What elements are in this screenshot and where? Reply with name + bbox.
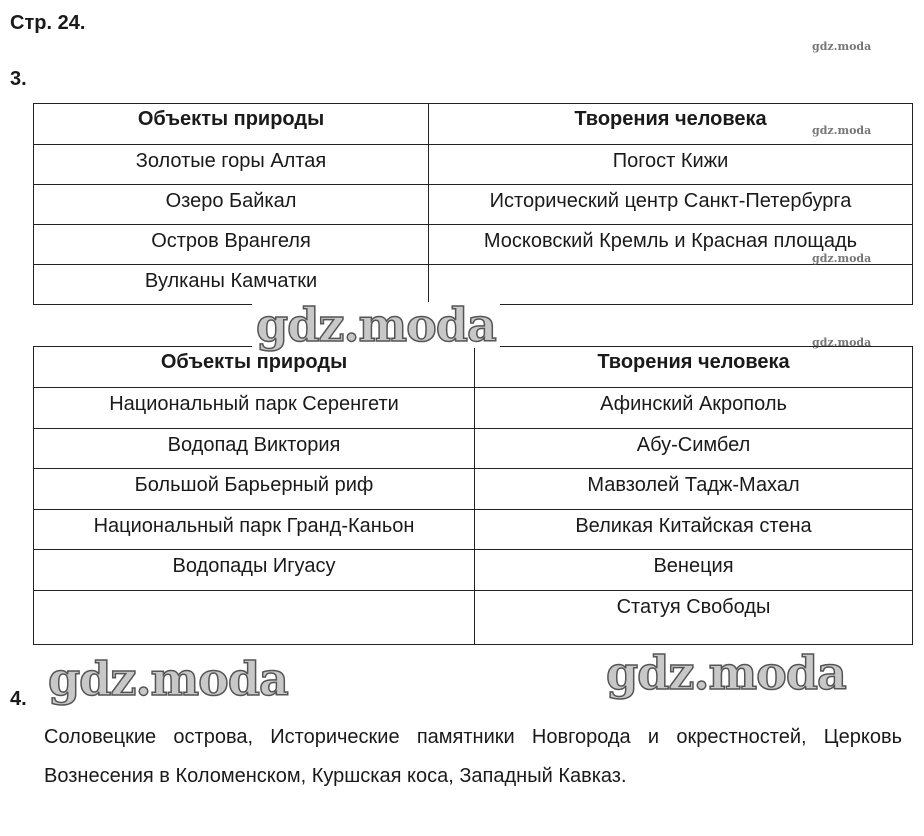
table-row: Озеро Байкал Исторический центр Санкт-Пет… <box>33 184 913 225</box>
header-human: Творения человека <box>474 346 913 388</box>
task-3-number: 3. <box>10 68 27 90</box>
table-header-row: Объекты природы Творения человека <box>33 103 913 145</box>
cell: Золотые горы Алтая <box>33 144 429 185</box>
cell: Водопады Игуасу <box>33 549 475 591</box>
cell: Озеро Байкал <box>33 184 429 225</box>
cell <box>33 589 475 645</box>
watermark: gdz.moda <box>812 40 872 53</box>
cell: Национальный парк Гранд-Каньон <box>33 508 475 550</box>
cell: Исторический центр Санкт-Петербурга <box>428 184 913 225</box>
table-row: Национальный парк Гранд-Каньон Великая Ки… <box>33 508 913 550</box>
cell: Национальный парк Серенгети <box>33 387 475 429</box>
header-human: Творения человека <box>428 103 913 145</box>
watermark: gdz.moda <box>812 252 872 265</box>
table-row: Остров Врангеля Московский Кремль и Красн… <box>33 224 913 265</box>
cell: Большой Барьерный риф <box>33 468 475 510</box>
cell: Московский Кремль и Красная площадь <box>428 224 913 265</box>
cell: Мавзолей Тадж-Махал <box>474 468 913 510</box>
page-label: Стр. 24. <box>10 12 86 34</box>
task-4-number: 4. <box>10 688 27 710</box>
header-nature: Объекты природы <box>33 346 475 388</box>
cell: Венеция <box>474 549 913 591</box>
cell: Остров Врангеля <box>33 224 429 265</box>
table-row: Водопад Виктория Абу-Симбел <box>33 427 913 469</box>
table-row: Золотые горы Алтая Погост Кижи <box>33 144 913 185</box>
cell: Абу-Симбел <box>474 427 913 469</box>
cell <box>428 264 913 305</box>
cell: Великая Китайская стена <box>474 508 913 550</box>
table-row: Статуя Свободы <box>33 589 913 645</box>
cell: Афинский Акрополь <box>474 387 913 429</box>
table-row: Вулканы Камчатки <box>33 264 913 305</box>
cell: Водопад Виктория <box>33 427 475 469</box>
watermark: gdz.moda <box>812 124 872 137</box>
table-row: Национальный парк Серенгети Афинский Акро… <box>33 387 913 429</box>
table-header-row: Объекты природы Творения человека <box>33 346 913 388</box>
table-row: Водопады Игуасу Венеция <box>33 549 913 591</box>
table-1: Объекты природы Творения человека Золоты… <box>33 103 913 305</box>
table-2: Объекты природы Творения человека Национ… <box>33 346 913 645</box>
cell: Статуя Свободы <box>474 589 913 645</box>
watermark: gdz.moda <box>812 336 872 349</box>
table-row: Большой Барьерный риф Мавзолей Тадж-Махал <box>33 468 913 510</box>
watermark-logo: gdz.moda <box>252 301 500 349</box>
header-nature: Объекты природы <box>33 103 429 145</box>
watermark-logo: gdz.moda <box>44 655 292 703</box>
task-4-answer: Соловецкие острова, Исторические памятни… <box>44 726 902 787</box>
watermark-logo: gdz.moda <box>602 649 850 697</box>
cell: Погост Кижи <box>428 144 913 185</box>
